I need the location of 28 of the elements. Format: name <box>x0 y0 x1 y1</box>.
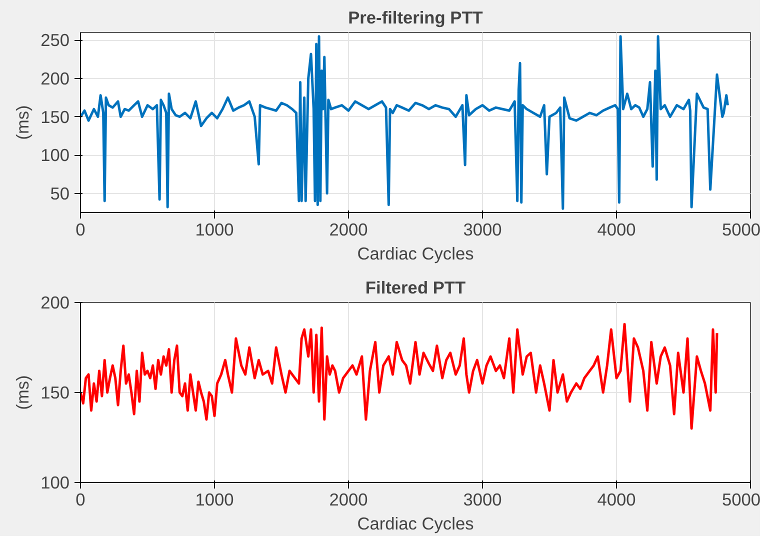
y-tick-label: 200 <box>40 68 70 88</box>
x-tick-label: 3000 <box>463 490 502 510</box>
x-tick-label: 4000 <box>597 220 636 240</box>
x-tick-label: 4000 <box>597 490 636 510</box>
y-tick-label: 100 <box>40 145 70 166</box>
y-axis-title: (ms) <box>12 375 33 410</box>
x-tick-label: 0 <box>76 490 86 510</box>
x-axis-title: Cardiac Cycles <box>357 514 474 534</box>
x-tick-label: 1000 <box>195 490 234 510</box>
x-axis-title: Cardiac Cycles <box>357 244 474 264</box>
chart-title: Pre-filtering PTT <box>348 8 484 28</box>
y-tick-label: 100 <box>40 472 70 492</box>
line-series <box>80 322 718 430</box>
x-tick-label: 2000 <box>329 220 368 240</box>
x-tick-label: 1000 <box>195 220 234 240</box>
line-series <box>80 35 729 210</box>
y-tick-label: 200 <box>40 292 70 312</box>
y-axis-title: (ms) <box>12 105 33 140</box>
y-tick-label: 150 <box>40 106 70 127</box>
x-tick-label: 2000 <box>329 490 368 510</box>
x-tick-label: 5000 <box>722 220 761 240</box>
chart-title: Filtered PTT <box>365 278 466 298</box>
y-tick-label: 250 <box>40 30 70 50</box>
x-tick-label: 3000 <box>463 220 502 240</box>
y-tick-label: 150 <box>40 382 70 402</box>
x-tick-label: 5000 <box>722 490 761 510</box>
y-tick-label: 50 <box>50 183 70 204</box>
x-tick-label: 0 <box>76 220 86 240</box>
